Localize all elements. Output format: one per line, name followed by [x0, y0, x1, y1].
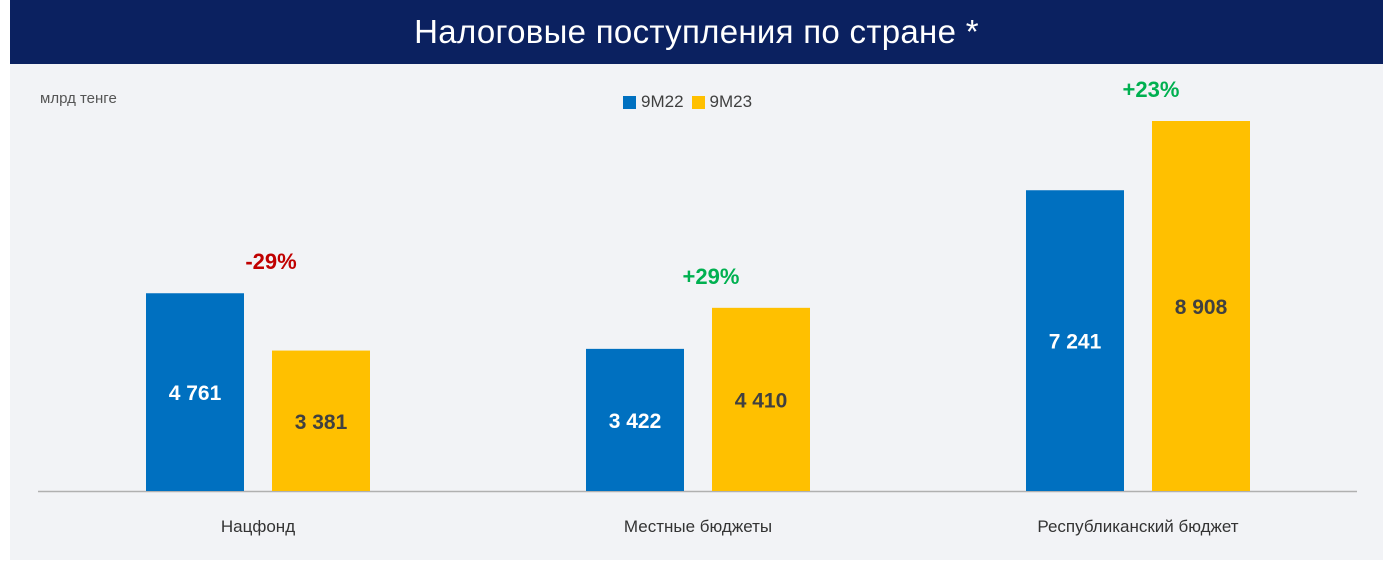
legend-label-series-1: 9M22 [641, 92, 684, 111]
legend-item-series-1: 9M22 [623, 92, 684, 112]
category-label-1: Нацфонд [221, 517, 295, 536]
category-label-2: Местные бюджеты [624, 517, 772, 536]
legend: 9M22 9M23 [623, 92, 752, 112]
data-label-1-3: 7 241 [1049, 331, 1102, 354]
bar-1-1 [146, 293, 244, 491]
change-annotation-3: +23% [1123, 77, 1180, 102]
title-bar: Налоговые поступления по стране * [10, 0, 1383, 64]
bar-1-3 [1026, 190, 1124, 492]
data-label-1-1: 4 761 [169, 382, 222, 405]
unit-label: млрд тенге [40, 90, 117, 107]
bar-2-2 [712, 307, 810, 491]
category-label-3: Республиканский бюджет [1037, 517, 1238, 536]
legend-swatch-series-2 [691, 95, 705, 109]
bar-1-2 [586, 348, 684, 491]
chart-title: Налоговые поступления по стране * [414, 13, 979, 50]
change-annotation-2: +29% [683, 264, 740, 289]
data-label-2-2: 4 410 [735, 389, 788, 412]
legend-label-series-2: 9M23 [709, 92, 753, 111]
data-label-1-2: 3 422 [609, 410, 662, 433]
legend-item-series-2: 9M23 [691, 92, 753, 112]
data-label-2-1: 3 381 [295, 411, 348, 434]
bar-2-3 [1152, 121, 1250, 491]
bar-2-1 [272, 350, 370, 491]
data-label-2-3: 8 908 [1175, 296, 1228, 319]
change-annotation-1: -29% [245, 249, 296, 274]
legend-swatch-series-1 [623, 95, 636, 109]
